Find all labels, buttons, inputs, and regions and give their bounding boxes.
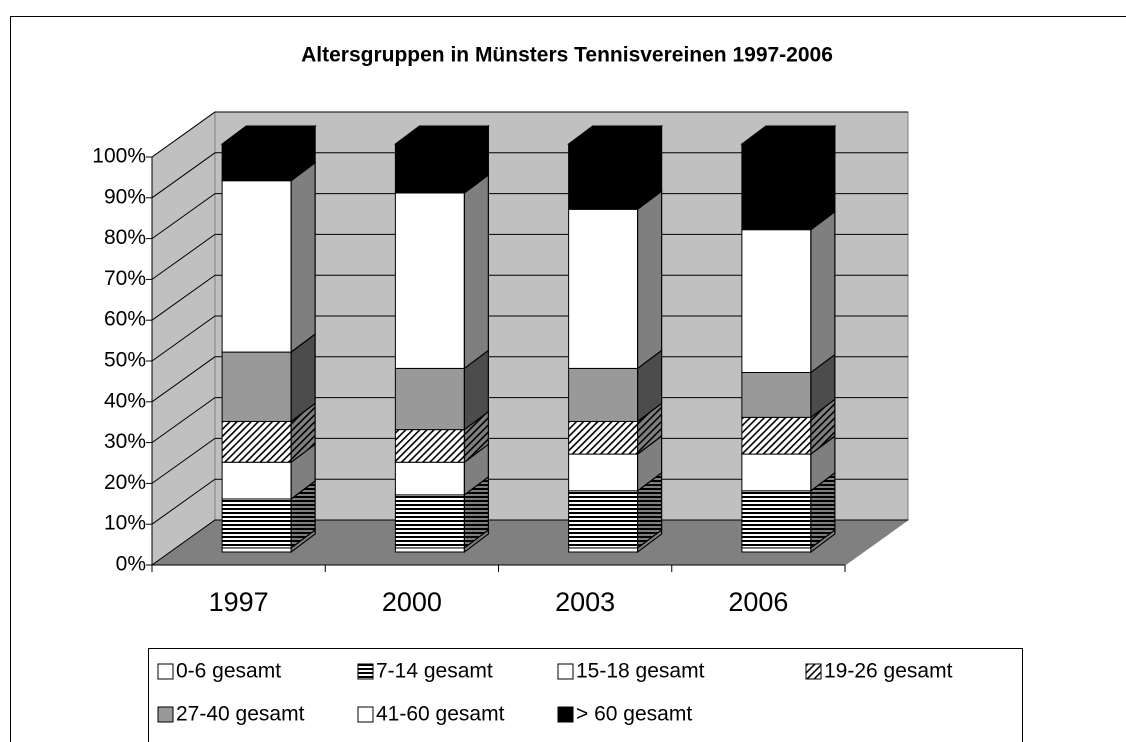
bar-segment	[741, 371, 812, 418]
bar-segment	[394, 461, 465, 496]
legend-swatch	[805, 663, 822, 680]
bar-segment	[394, 367, 465, 431]
bar-segment	[221, 498, 292, 549]
y-tick-label: 40%	[104, 389, 146, 412]
legend-swatch	[357, 706, 374, 723]
bar-top	[393, 125, 490, 145]
legend	[148, 648, 1023, 742]
grid	[151, 111, 908, 566]
legend-label: > 60 gesamt	[576, 703, 692, 726]
bar-segment	[221, 461, 292, 500]
bar-segment	[568, 208, 639, 369]
bar-segment	[568, 420, 639, 455]
legend-swatch	[357, 663, 374, 680]
bar-segment	[394, 547, 465, 553]
bar-side-shade	[290, 161, 316, 354]
bar-segment	[568, 547, 639, 553]
y-tick-label: 100%	[92, 145, 146, 168]
legend-entries: 0-6 gesamt 7-14 gesamt 15-18 gesamt 19-26 g…	[157, 660, 953, 726]
y-tick-label: 60%	[104, 308, 146, 331]
grid-line	[151, 478, 908, 525]
legend-label: 0-6 gesamt	[176, 660, 281, 683]
bar-top	[567, 125, 664, 145]
x-tick-label: 1997	[209, 587, 269, 617]
bar-segment	[221, 547, 292, 553]
x-tick-label: 2003	[555, 587, 615, 617]
bar-segment	[394, 192, 465, 369]
bar-segment	[568, 490, 639, 549]
legend-swatch	[557, 706, 574, 723]
y-tick-label: 20%	[104, 471, 146, 494]
bar-segment	[221, 143, 292, 182]
bar-segment	[741, 143, 812, 231]
grid-line	[151, 397, 908, 444]
grid-line	[151, 356, 908, 403]
bar-segment	[568, 143, 639, 210]
y-tick-label: 30%	[104, 430, 146, 453]
y-tick-label: 50%	[104, 349, 146, 372]
bar-segment	[394, 143, 465, 194]
grid-line	[151, 193, 908, 240]
grid-line	[151, 233, 908, 280]
bar-side-shade	[463, 173, 489, 370]
legend-label: 41-60 gesamt	[376, 703, 505, 726]
y-tick-label: 80%	[104, 226, 146, 249]
bar-segment	[741, 490, 812, 549]
y-tick-label: 70%	[104, 267, 146, 290]
bar-segment	[568, 453, 639, 492]
grid-line	[151, 111, 908, 158]
legend-swatch	[557, 663, 574, 680]
legend-swatch	[157, 663, 174, 680]
grid-line	[151, 152, 908, 199]
bar-segment	[394, 429, 465, 463]
bar-side-shade	[637, 190, 663, 370]
bar-segment	[741, 547, 812, 553]
bar-segment	[394, 494, 465, 549]
bar-segment	[741, 453, 812, 492]
legend-label: 15-18 gesamt	[576, 660, 705, 683]
bar-side-shade	[810, 210, 836, 374]
legend-label: 19-26 gesamt	[824, 660, 953, 683]
y-tick-label: 0%	[116, 553, 146, 576]
grid-line	[151, 519, 908, 566]
x-tick-label: 2006	[728, 587, 788, 617]
bar-segment	[568, 367, 639, 422]
bars	[220, 125, 837, 553]
x-tick-label: 2000	[382, 587, 442, 617]
grid-line	[151, 437, 908, 484]
bar-segment	[741, 229, 812, 373]
grid-line	[151, 274, 908, 321]
bar-top	[220, 125, 317, 145]
bar-segment	[221, 351, 292, 422]
bar-segment	[221, 420, 292, 463]
legend-swatch	[157, 706, 174, 723]
legend-label: 27-40 gesamt	[176, 703, 305, 726]
grid-line	[151, 315, 908, 362]
bar-top	[740, 125, 837, 145]
y-tick-label: 10%	[104, 512, 146, 535]
bar-segment	[221, 180, 292, 353]
y-tick-label: 90%	[104, 185, 146, 208]
bar-segment	[741, 416, 812, 455]
legend-label: 7-14 gesamt	[376, 660, 493, 683]
chart-title: Altersgruppen in Münsters Tennisvereinen…	[301, 44, 833, 67]
